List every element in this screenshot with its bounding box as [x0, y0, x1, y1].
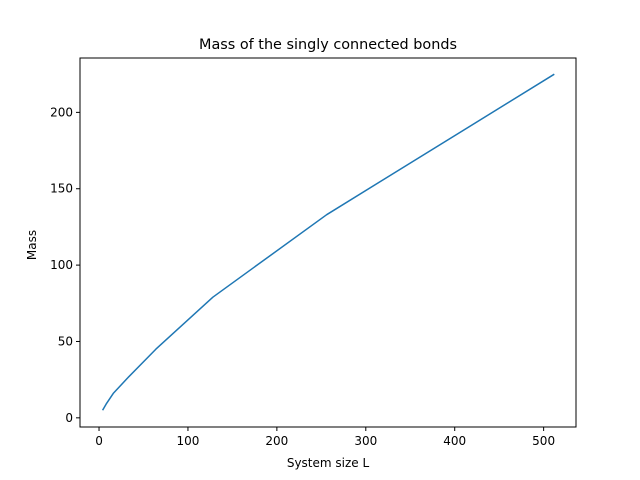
x-tick-label: 100	[176, 434, 199, 448]
series-line-0	[101, 73, 555, 411]
x-tick-label: 400	[443, 434, 466, 448]
x-tick-label: 200	[265, 434, 288, 448]
y-tick-label: 150	[50, 182, 73, 196]
x-tick-label: 0	[95, 434, 103, 448]
y-tick-label: 100	[50, 258, 73, 272]
y-tick-label: 200	[50, 105, 73, 119]
x-tick-label: 300	[354, 434, 377, 448]
x-axis-label: System size L	[287, 456, 370, 470]
y-tick-label: 50	[58, 334, 73, 348]
x-tick-label: 500	[532, 434, 555, 448]
y-tick-label: 0	[65, 411, 73, 425]
y-axis-label: Mass	[25, 230, 39, 260]
plot-area: 0 100 200 300 400 500 0 50 100 150 200	[50, 57, 577, 448]
chart-title: Mass of the singly connected bonds	[199, 37, 457, 53]
plot-frame	[79, 57, 577, 428]
